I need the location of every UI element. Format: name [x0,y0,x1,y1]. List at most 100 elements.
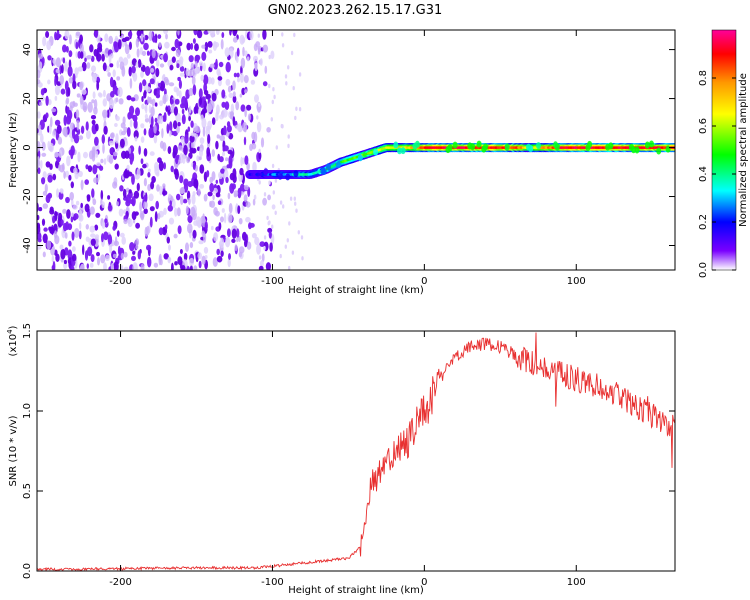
heatmap-noise-cell [149,216,153,228]
heatmap-noise-cell [63,222,68,232]
heatmap-ridge-blob [445,146,451,154]
heatmap-noise-cell [55,68,60,74]
heatmap-ridge-blob [277,172,283,180]
heatmap-noise-cell [154,211,158,223]
heatmap-noise-cell [199,164,205,174]
heatmap-noise-cell [72,246,76,252]
heatmap-noise-cell [171,262,174,270]
heatmap-noise-cell [129,242,135,252]
heatmap-noise-cell [227,212,233,224]
heatmap-noise-cell [237,187,242,199]
heatmap-noise-cell [237,205,241,215]
heatmap-noise-cell [287,65,290,70]
heatmap-noise-cell [159,100,164,107]
heatmap-noise-cell [239,93,243,98]
heatmap-noise-cell [175,49,181,58]
heatmap-noise-cell [40,160,43,169]
heatmap-noise-cell [127,31,133,38]
heatmap-noise-cell [85,224,90,230]
heatmap-noise-cell [109,63,114,68]
heatmap-noise-cell [197,252,202,260]
heatmap-noise-cell [260,260,264,268]
heatmap-noise-cell [244,89,248,94]
heatmap-ridge-blob [293,170,299,178]
heatmap-noise-cell [232,80,236,91]
heatmap-noise-cell [189,257,195,266]
heatmap-noise-cell [268,230,272,239]
snr-frame [36,330,676,572]
heatmap-xtick-label: 100 [567,276,586,287]
heatmap-noise-cell [211,149,215,157]
heatmap-ridge-blob [285,173,291,181]
heatmap-noise-cell [101,221,106,229]
heatmap-noise-cell [102,143,105,154]
heatmap-noise-cell [217,153,221,161]
heatmap-noise-cell [92,164,98,175]
heatmap-noise-cell [70,216,74,223]
heatmap-noise-cell [219,114,224,120]
heatmap-noise-cell [96,251,100,257]
heatmap-noise-cell [102,62,107,72]
heatmap-noise-cell [233,72,237,78]
heatmap-noise-cell [107,72,111,77]
heatmap-noise-cell [78,135,84,140]
heatmap-noise-cell [227,258,231,268]
heatmap-noise-cell [190,132,197,137]
heatmap-noise-cell [80,179,84,191]
heatmap-noise-cell [59,188,64,193]
heatmap-noise-cell [212,41,217,51]
heatmap-noise-cell [267,194,271,201]
heatmap-area [37,30,675,270]
heatmap-noise-cell [190,42,194,50]
heatmap-noise-cell [288,265,291,270]
heatmap-noise-cell [47,55,52,61]
heatmap-noise-cell [231,228,237,239]
heatmap-noise-cell [54,31,57,41]
heatmap-noise-cell [92,198,97,206]
colorbar-tick-label: 0.6 [698,118,709,134]
heatmap-noise-cell [173,106,178,116]
heatmap-noise-cell [112,69,116,78]
heatmap-noise-cell [281,124,284,129]
heatmap-noise-cell [153,134,158,144]
heatmap-noise-cell [63,259,67,265]
heatmap-noise-cell [168,193,171,199]
heatmap-noise-cell [174,98,180,105]
heatmap-noise-cell [37,159,40,169]
heatmap-noise-cell [232,95,237,104]
heatmap-noise-cell [159,80,166,92]
heatmap-noise-cell [228,203,233,214]
heatmap-noise-cell [265,262,271,270]
heatmap-noise-cell [215,192,221,198]
heatmap-noise-cell [66,155,71,167]
heatmap-noise-cell [294,115,297,121]
heatmap-ylabel: Frequency (Hz) [8,112,19,188]
heatmap-noise-cell [138,82,143,93]
heatmap-noise-cell [110,262,114,270]
heatmap-noise-cell [153,124,157,134]
heatmap-noise-cell [177,225,182,235]
heatmap-noise-cell [203,89,209,96]
heatmap-noise-cell [122,57,129,66]
heatmap-noise-cell [268,54,271,60]
heatmap-noise-cell [84,57,87,62]
heatmap-noise-cell [221,32,225,38]
heatmap-noise-cell [127,171,133,177]
heatmap-noise-cell [274,178,278,183]
heatmap-noise-cell [85,164,89,170]
heatmap-noise-cell [78,230,82,240]
heatmap-noise-cell [231,238,236,243]
heatmap-noise-cell [220,39,224,50]
heatmap-noise-cell [100,254,106,264]
heatmap-noise-cell [266,215,269,221]
heatmap-noise-cell [154,117,158,123]
heatmap-ridge-blob [656,147,662,155]
heatmap-noise-cell [203,246,209,254]
heatmap-noise-cell [78,214,84,222]
heatmap-ridge-blob [587,140,593,148]
heatmap-noise-cell [216,255,223,263]
heatmap-noise-cell [235,101,240,111]
heatmap-noise-cell [134,136,138,142]
